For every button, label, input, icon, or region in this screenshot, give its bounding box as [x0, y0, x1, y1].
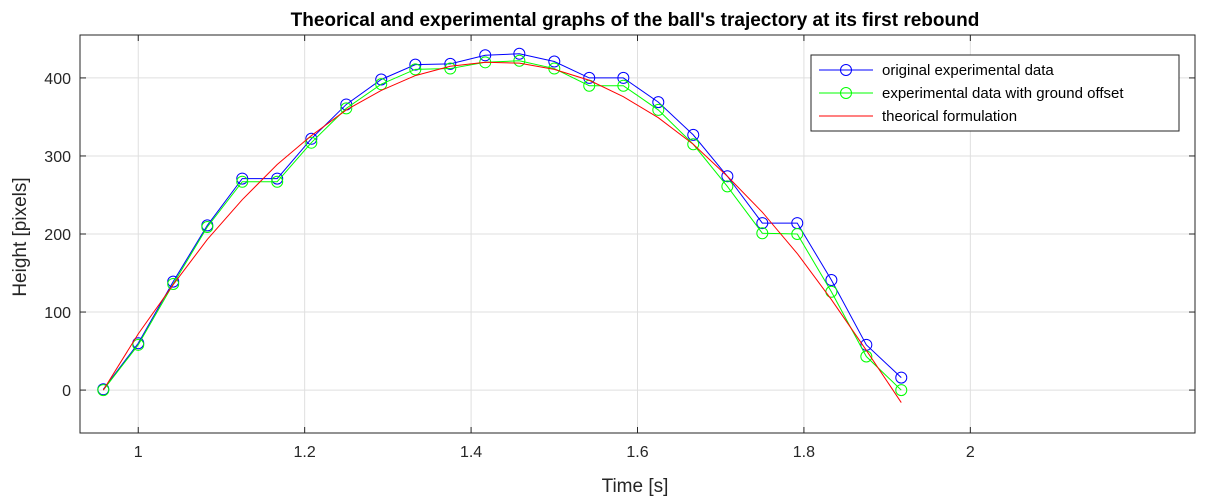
x-tick-label: 1.4	[460, 444, 482, 461]
legend-marker	[840, 87, 852, 99]
data-point	[305, 132, 318, 145]
data-point	[236, 175, 249, 188]
data-point	[617, 79, 630, 92]
legend-label: original experimental data	[882, 62, 1054, 79]
data-point	[132, 338, 145, 351]
y-axis-title: Height [pixels]	[10, 177, 31, 296]
data-point	[271, 175, 284, 188]
series-3	[102, 61, 902, 403]
data-point	[444, 57, 457, 70]
data-point	[305, 136, 318, 149]
data-point	[825, 274, 838, 287]
data-point	[513, 54, 526, 67]
series-1	[97, 47, 908, 396]
data-point	[652, 96, 665, 109]
data-point	[791, 228, 804, 240]
legend-label: experimental data with ground offset	[882, 85, 1124, 102]
data-point	[756, 227, 769, 240]
data-point	[721, 180, 734, 193]
data-point	[687, 138, 700, 151]
data-point	[236, 172, 249, 185]
y-tick-label: 200	[44, 227, 71, 244]
y-tick-label: 400	[44, 71, 71, 88]
x-tick-label: 2	[966, 444, 975, 461]
data-point	[617, 71, 630, 84]
y-tick-label: 0	[62, 383, 71, 400]
chart-title: Theorical and experimental graphs of the…	[291, 10, 980, 31]
data-point	[687, 128, 700, 141]
x-tick-label: 1.6	[626, 444, 648, 461]
data-point	[513, 47, 526, 60]
data-point	[167, 277, 180, 290]
data-point	[652, 103, 665, 116]
data-point	[409, 58, 422, 71]
x-tick-label: 1.2	[294, 444, 316, 461]
data-point	[201, 220, 214, 233]
data-point	[479, 49, 492, 62]
series-layer	[97, 47, 908, 403]
x-axis-title: Time [s]	[602, 476, 669, 497]
y-tick-label: 100	[44, 305, 71, 322]
x-tick-label: 1	[134, 444, 143, 461]
data-point	[97, 384, 110, 397]
data-point	[895, 371, 908, 384]
data-point	[271, 172, 284, 185]
legend-label: theorical formulation	[882, 108, 1017, 125]
data-point	[444, 62, 457, 75]
y-tick-label: 300	[44, 149, 71, 166]
data-point	[895, 384, 908, 397]
series-line	[102, 61, 902, 403]
data-point	[756, 217, 769, 230]
data-point	[409, 63, 422, 76]
tick-layer: 1 1.2 1.4 1.6 1.8 2 0 100 200 300 400	[44, 35, 1195, 461]
series-2	[97, 54, 908, 397]
legend: original experimental data experimental d…	[810, 54, 1180, 132]
data-point	[721, 170, 734, 183]
legend-marker	[840, 64, 852, 76]
data-point	[375, 73, 388, 86]
data-point	[340, 102, 353, 115]
data-point	[375, 78, 388, 91]
data-point	[548, 55, 561, 68]
data-point	[583, 71, 596, 84]
x-tick-label: 1.8	[793, 444, 815, 461]
